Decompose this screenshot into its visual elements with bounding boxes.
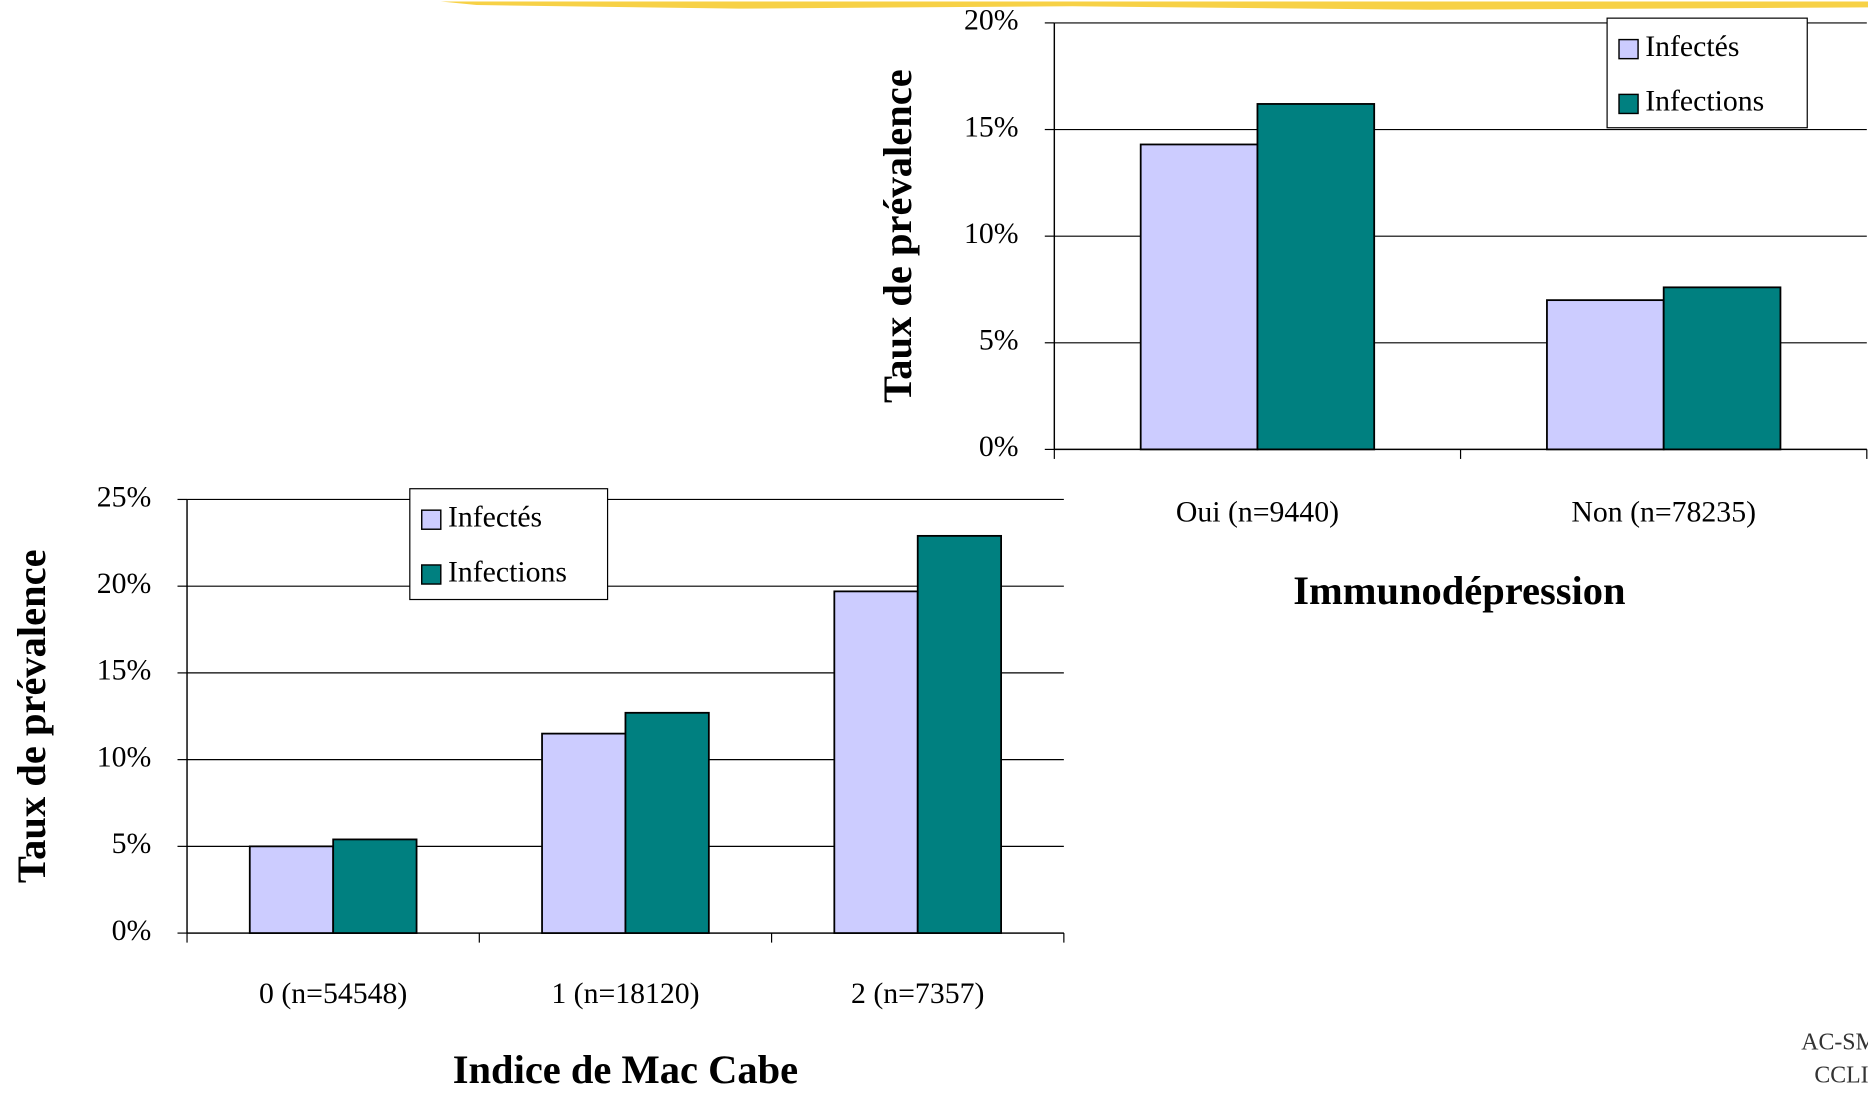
legend-swatch [421,564,442,585]
legend-label: Infections [1645,85,1764,118]
y-axis-title: Taux de prévalence [875,69,920,403]
bar [248,845,335,934]
legend-box [409,488,609,601]
chart: 0% 5% 10% 15% 20% Oui (n=9440) Non (n=78235) Im… [875,4,1868,613]
bar [1662,286,1782,451]
legend: Infectés Infections [409,488,609,601]
footer-line: AC-SM Journée PD [1801,1029,1868,1055]
y-tick-label: 0% [112,914,152,947]
bar [916,534,1003,934]
y-tick-label: 20% [964,4,1019,37]
x-tick-label: Non (n=78235) [1571,496,1756,529]
y-axis-title: Taux de prévalence [9,549,54,883]
legend-swatch [1618,93,1639,115]
legend-label: Infections [448,555,567,588]
legend-label: Infectés [448,501,542,534]
y-tick-label: 10% [97,740,152,773]
y-tick-label: 5% [979,324,1019,357]
legend-box [1606,17,1808,129]
bar [1546,299,1665,451]
y-tick-label: 0% [979,430,1019,463]
x-tick-label: 1 (n=18120) [551,977,699,1010]
bar [624,711,710,934]
y-tick-label: 20% [97,567,152,600]
legend-swatch [421,509,442,530]
y-tick-label: 15% [964,110,1019,143]
bar [1139,143,1259,451]
y-tick-label: 10% [964,217,1019,250]
bar [833,590,919,934]
bar [1256,103,1376,451]
y-tick-label: 5% [112,827,152,860]
legend-swatch [1618,38,1639,60]
x-tick-label: Oui (n=9440) [1176,496,1339,529]
y-tick-label: 25% [97,480,152,513]
chart: 0% 5% 10% 15% 20% 25% 0 (n=54548) 1 (n=18120) 2 … [9,480,1065,1092]
y-tick-label: 15% [97,654,152,687]
legend-label: Infectés [1645,30,1739,63]
x-axis-title: Indice de Mac Cabe [453,1047,798,1092]
x-tick-label: 0 (n=54548) [259,977,407,1010]
brush-stroke [440,1,1868,10]
x-axis-title: Immunodépression [1293,568,1625,613]
bar [332,838,418,934]
x-tick-label: 2 (n=7357) [851,977,984,1010]
footer-line: CCLIN PN 29/01/0 [1814,1063,1868,1089]
legend: Infectés Infections [1606,17,1808,129]
bar [541,732,627,934]
